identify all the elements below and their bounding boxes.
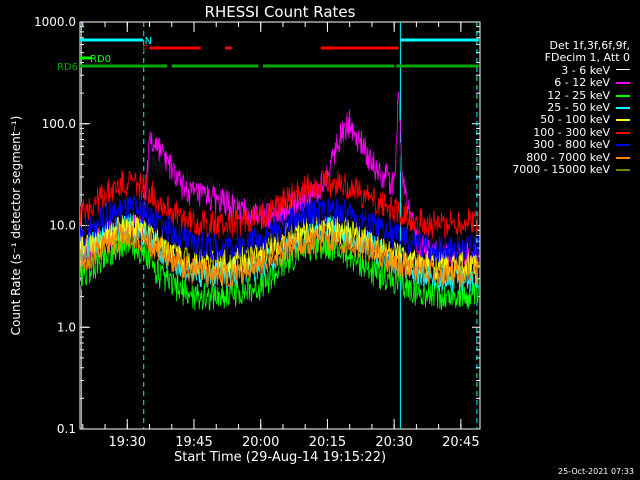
status-label: N	[145, 36, 152, 47]
legend-label: 6 - 12 keV	[554, 76, 610, 90]
status-label: F	[142, 44, 148, 55]
render-timestamp: 25-Oct-2021 07:33	[558, 467, 634, 476]
legend-label: 25 - 50 keV	[547, 101, 610, 115]
legend-label: 7000 - 15000 keV	[512, 163, 610, 177]
x-tick-label: 20:00	[242, 435, 279, 450]
legend-swatch	[616, 107, 630, 110]
y-tick-label: 100.0	[42, 117, 76, 131]
legend-label: 12 - 25 keV	[547, 88, 610, 102]
x-tick-label: 19:45	[175, 435, 212, 450]
legend-swatch	[616, 94, 630, 97]
legend-label: 300 - 800 keV	[533, 138, 610, 152]
legend-item: 100 - 300 keV	[478, 125, 630, 139]
x-axis-label: Start Time (29-Aug-14 19:15:22)	[174, 450, 386, 465]
status-label: RD6	[57, 62, 78, 73]
series-line	[80, 169, 479, 240]
legend-swatch	[616, 82, 630, 85]
x-tick-label: 19:30	[109, 435, 146, 450]
chart-title: RHESSI Count Rates	[205, 3, 356, 21]
legend-item: 300 - 800 keV	[478, 139, 630, 151]
legend-label: 3 - 6 keV	[561, 63, 610, 77]
legend-swatch	[616, 156, 630, 159]
legend-swatch	[616, 144, 630, 147]
legend-label: 50 - 100 keV	[540, 113, 610, 127]
y-tick-label: 1000.0	[34, 15, 76, 29]
legend-label: 100 - 300 keV	[533, 125, 610, 139]
x-tick-label: 20:45	[442, 435, 479, 450]
legend-swatch	[616, 169, 630, 172]
legend-item: 25 - 50 keV	[478, 101, 630, 115]
chart-legend: Det 1f,3f,6f,9f, FDecim 1, Att 0 3 - 6 k…	[478, 39, 630, 177]
legend-label: 800 - 7000 keV	[526, 150, 610, 164]
y-tick-label: 0.1	[57, 422, 76, 436]
legend-item: 3 - 6 keV	[478, 63, 630, 77]
legend-item: 800 - 7000 keV	[478, 150, 630, 164]
legend-header-line-1: Det 1f,3f,6f,9f,	[549, 39, 630, 52]
legend-swatch	[616, 119, 630, 122]
legend-header-line-2: FDecim 1, Att 0	[544, 51, 630, 65]
x-tick-label: 20:15	[309, 435, 346, 450]
legend-swatch	[616, 131, 630, 134]
legend-item: 50 - 100 keV	[478, 114, 630, 126]
y-axis-label: Count Rate (s⁻¹ detector segment⁻¹)	[9, 116, 23, 336]
y-tick-label: 1.0	[57, 320, 76, 334]
series-line	[80, 222, 479, 288]
legend-item: 7000 - 15000 keV	[478, 163, 630, 177]
y-tick-label: 10.0	[49, 219, 76, 233]
status-label: RD0	[90, 54, 111, 65]
legend-item: 6 - 12 keV	[478, 77, 630, 89]
series-line	[80, 228, 479, 312]
x-tick-label: 20:30	[375, 435, 412, 450]
legend-item: 12 - 25 keV	[478, 88, 630, 102]
series-line	[80, 194, 479, 263]
legend-swatch	[616, 69, 630, 73]
